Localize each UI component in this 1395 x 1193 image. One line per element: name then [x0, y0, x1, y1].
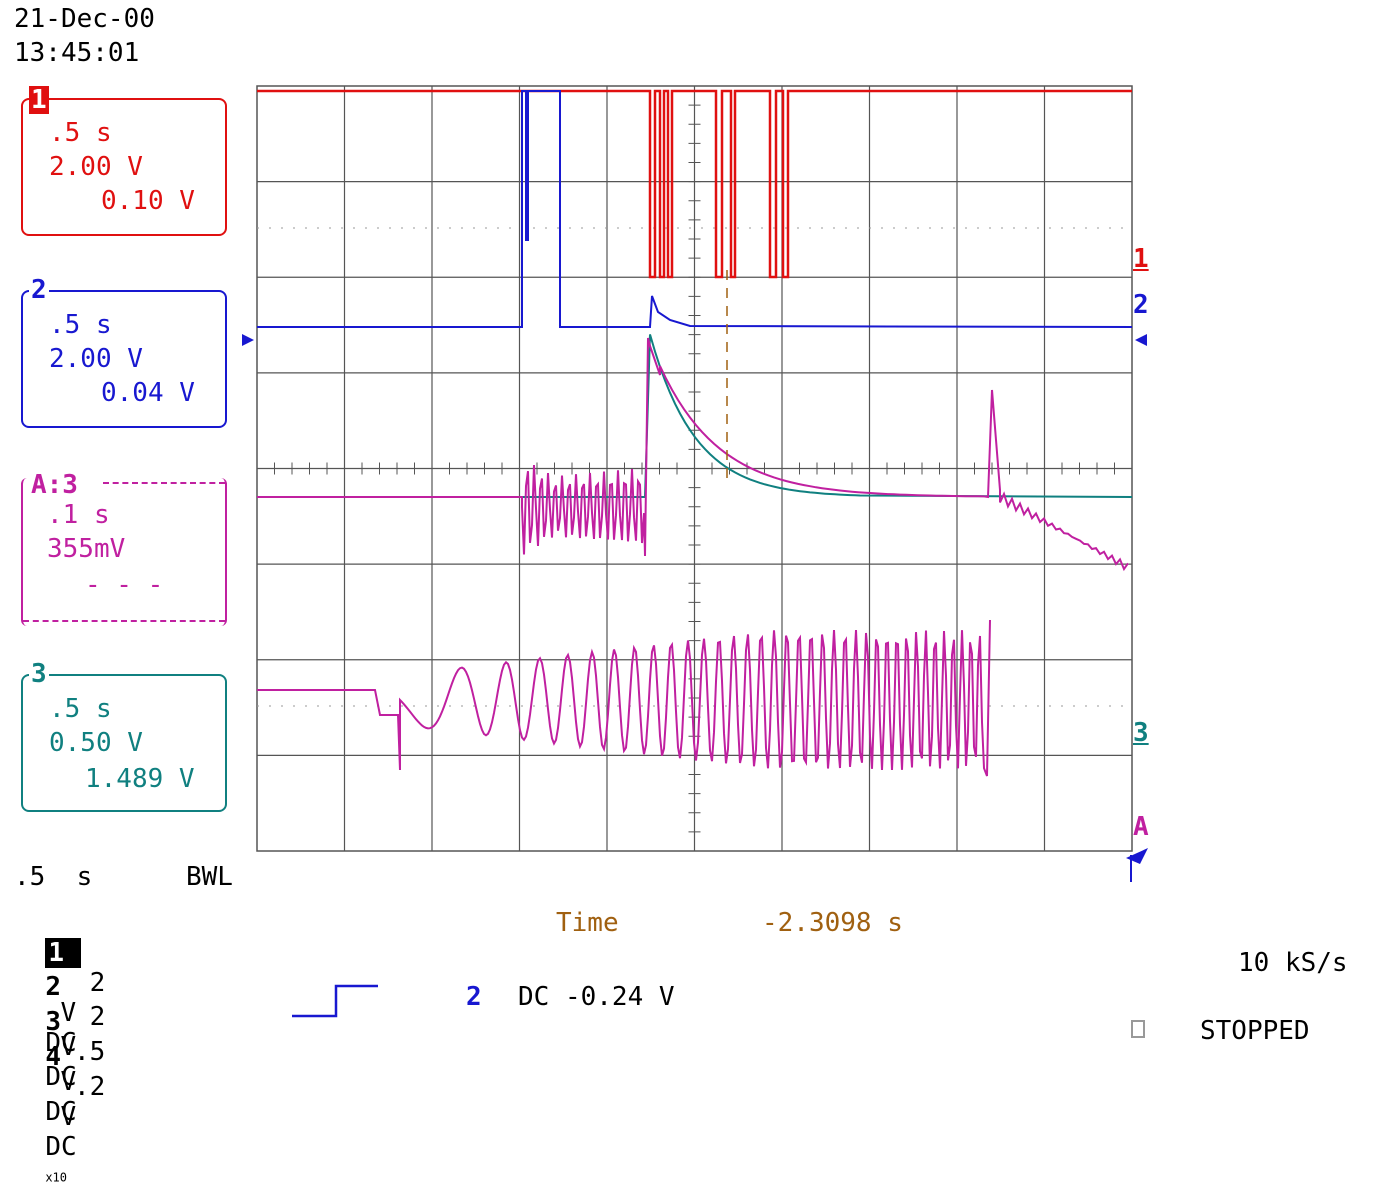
channel-a-timebase: .1 s	[47, 500, 110, 530]
date-label: 21-Dec-00	[14, 4, 155, 34]
acquisition-status: STOPPED	[1200, 1016, 1310, 1046]
marker-channel-a: A	[1133, 812, 1149, 842]
channel-2-volts: 2.00 V	[49, 344, 143, 374]
channel-a-number: A:3	[29, 470, 80, 500]
channel-1-number: 1	[29, 85, 49, 115]
channel-1-volts: 2.00 V	[49, 152, 143, 182]
footer-channel-number: 2	[45, 972, 61, 1002]
channel-3-number: 3	[29, 659, 49, 689]
trigger-edge-icon	[292, 984, 378, 1018]
channel-2-trace	[257, 90, 1133, 328]
channel-2-number: 2	[29, 275, 49, 305]
time-label: 13:45:01	[14, 38, 140, 68]
channel-1-offset: 0.10 V	[101, 186, 195, 216]
footer-channel-row: 4 .2 V DC x10	[14, 1012, 105, 1193]
channel-4-trace	[257, 619, 991, 777]
footer-channel-number: 4	[45, 1042, 61, 1072]
sample-rate: 10 kS/s	[1238, 948, 1348, 978]
footer-channel-volts: 2	[89, 968, 106, 998]
footer-channel-coupling: DC	[45, 1132, 77, 1162]
cursor-value: -2.3098 s	[762, 908, 903, 938]
channel-1-trace	[257, 89, 1132, 279]
channel-3-volts: 0.50 V	[49, 728, 143, 758]
scope-screen[interactable]	[0, 0, 1395, 1048]
marker-channel-3: 3	[1133, 718, 1149, 748]
footer-channel-unit: V	[60, 1102, 77, 1132]
footer-channel-volts: 2	[89, 1002, 106, 1032]
channel-a-panel[interactable]: A:3 .1 s 355mV - - -	[21, 470, 227, 626]
channel-3-trace	[257, 334, 1133, 498]
footer-probe-attenuation: x10	[45, 1170, 67, 1185]
channel-2-panel[interactable]: 2 .5 s 2.00 V 0.04 V	[21, 276, 227, 428]
channel-1-timebase: .5 s	[49, 118, 112, 148]
trigger-level: DC -0.24 V	[518, 982, 675, 1012]
footer-channel-unit: V	[60, 998, 77, 1028]
channel-a-offset: - - -	[85, 570, 164, 600]
channel-2-offset: 0.04 V	[101, 378, 195, 408]
status-checkbox[interactable]	[1131, 1020, 1145, 1038]
cursor-label: Time	[556, 908, 619, 938]
channel-3-offset: 1.489 V	[85, 764, 195, 794]
footer-channel-number: 3	[45, 1007, 61, 1037]
channel-2-timebase: .5 s	[49, 310, 112, 340]
channel-a-volts: 355mV	[47, 534, 126, 564]
footer-channel-volts: .2	[74, 1072, 106, 1102]
channel-a-trace	[257, 337, 1129, 572]
channel-3-panel[interactable]: 3 .5 s 0.50 V 1.489 V	[21, 660, 227, 812]
trigger-channel: 2	[466, 982, 482, 1012]
channel-1-panel[interactable]: 1 .5 s 2.00 V 0.10 V	[21, 86, 227, 236]
level-markers	[242, 334, 1148, 882]
footer-bwl: BWL	[186, 862, 233, 892]
marker-channel-1: 1	[1133, 244, 1149, 274]
scope-grid	[256, 85, 1133, 852]
footer-timebase: .5 s	[14, 862, 93, 892]
marker-channel-2: 2	[1133, 290, 1149, 320]
footer-channel-number: 1	[45, 938, 82, 968]
channel-3-timebase: .5 s	[49, 694, 112, 724]
